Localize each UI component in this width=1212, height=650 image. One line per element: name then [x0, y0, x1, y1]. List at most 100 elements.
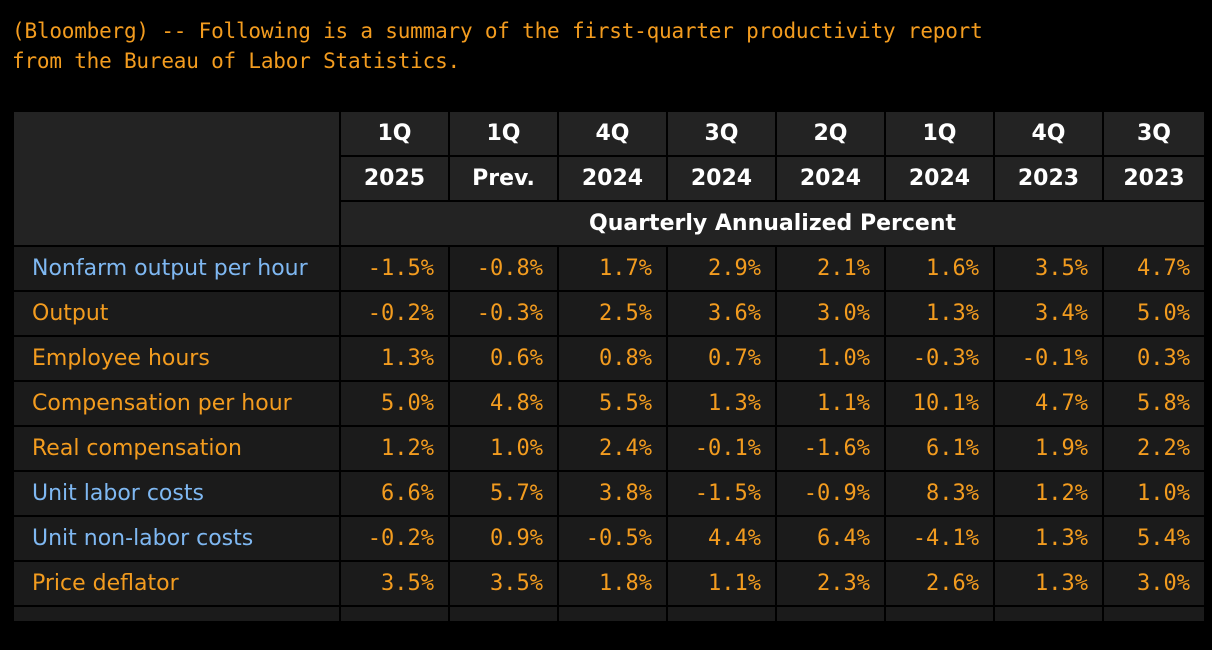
intro-line-2: from the Bureau of Labor Statistics.	[12, 49, 460, 73]
value-cell: 2.4%	[557, 425, 668, 472]
value-cell: 3.8%	[557, 470, 668, 517]
row-label: Price deflator	[12, 560, 341, 607]
table-row: Output -0.2% -0.3% 2.5% 3.6% 3.0% 1.3% 3.4% 5.0%	[12, 290, 1206, 337]
value-cell: -1.5%	[339, 245, 450, 292]
productivity-table: 1Q 1Q 4Q 3Q 2Q 1Q 4Q 3Q 2025 Prev. 2024 …	[12, 110, 1206, 623]
table-row: Price deflator 3.5% 3.5% 1.8% 1.1% 2.3% 2.6% 1.…	[12, 560, 1206, 607]
value-cell: 10.1%	[884, 380, 995, 427]
value-cell: -0.5%	[557, 515, 668, 562]
table-row: Unit non-labor costs -0.2% 0.9% -0.5% 4.4% 6.…	[12, 515, 1206, 562]
value-cell: -0.2%	[339, 515, 450, 562]
row-label: Nonfarm output per hour	[12, 245, 341, 292]
header-quarter: 1Q	[339, 110, 450, 157]
header-quarter: 1Q	[448, 110, 559, 157]
value-cell: 3.5%	[993, 245, 1104, 292]
value-cell: 3.0%	[1102, 560, 1206, 607]
value-cell: -1.6%	[775, 425, 886, 472]
header-quarter: 3Q	[1102, 110, 1206, 157]
header-year: 2024	[557, 155, 668, 202]
empty-cell	[1102, 605, 1206, 623]
value-cell: 0.8%	[557, 335, 668, 382]
row-label: Output	[12, 290, 341, 337]
value-cell: 5.0%	[1102, 290, 1206, 337]
value-cell: 2.6%	[884, 560, 995, 607]
row-label: Employee hours	[12, 335, 341, 382]
value-cell: -0.8%	[448, 245, 559, 292]
value-cell: 1.1%	[666, 560, 777, 607]
value-cell: -0.1%	[666, 425, 777, 472]
value-cell: 3.0%	[775, 290, 886, 337]
value-cell: 0.3%	[1102, 335, 1206, 382]
value-cell: 3.6%	[666, 290, 777, 337]
value-cell: 1.7%	[557, 245, 668, 292]
table-body: Nonfarm output per hour -1.5% -0.8% 1.7% 2.9…	[12, 245, 1206, 623]
value-cell: 1.0%	[448, 425, 559, 472]
value-cell: 6.4%	[775, 515, 886, 562]
value-cell: 1.3%	[339, 335, 450, 382]
header-row-unit: Quarterly Annualized Percent	[13, 200, 1206, 247]
table-row: Nonfarm output per hour -1.5% -0.8% 1.7% 2.9…	[12, 245, 1206, 292]
value-cell: -0.1%	[993, 335, 1104, 382]
value-cell: 5.8%	[1102, 380, 1206, 427]
header-year: Prev.	[448, 155, 559, 202]
value-cell: 1.6%	[884, 245, 995, 292]
value-cell: 6.1%	[884, 425, 995, 472]
value-cell: -0.3%	[448, 290, 559, 337]
empty-cell	[448, 605, 559, 623]
value-cell: 3.5%	[339, 560, 450, 607]
empty-cell	[339, 605, 450, 623]
value-cell: 4.4%	[666, 515, 777, 562]
empty-cell	[993, 605, 1104, 623]
value-cell: 4.8%	[448, 380, 559, 427]
header-year: 2023	[993, 155, 1104, 202]
header-corner	[12, 110, 341, 247]
value-cell: 0.7%	[666, 335, 777, 382]
table-row: Real compensation 1.2% 1.0% 2.4% -0.1% -1.6% 6…	[12, 425, 1206, 472]
value-cell: 1.8%	[557, 560, 668, 607]
value-cell: 1.2%	[993, 470, 1104, 517]
table-row: Employee hours 1.3% 0.6% 0.8% 0.7% 1.0% -0.3% -…	[12, 335, 1206, 382]
table-row: Unit labor costs 6.6% 5.7% 3.8% -1.5% -0.9% 8.…	[12, 470, 1206, 517]
header-row-year: 2025 Prev. 2024 2024 2024 2024 2023 2023	[13, 155, 1206, 202]
value-cell: 1.9%	[993, 425, 1104, 472]
value-cell: 2.3%	[775, 560, 886, 607]
table-row-cutoff	[12, 605, 1206, 623]
productivity-table-container: 1Q 1Q 4Q 3Q 2Q 1Q 4Q 3Q 2025 Prev. 2024 …	[12, 110, 1206, 650]
row-label: Unit non-labor costs	[12, 515, 341, 562]
value-cell: -0.3%	[884, 335, 995, 382]
value-cell: 2.5%	[557, 290, 668, 337]
value-cell: 1.0%	[775, 335, 886, 382]
header-year: 2024	[775, 155, 886, 202]
empty-cell	[557, 605, 668, 623]
unit-label: Quarterly Annualized Percent	[339, 200, 1206, 247]
value-cell: 3.4%	[993, 290, 1104, 337]
value-cell: 2.2%	[1102, 425, 1206, 472]
header-year: 2024	[884, 155, 995, 202]
header-year: 2023	[1102, 155, 1206, 202]
value-cell: 2.1%	[775, 245, 886, 292]
value-cell: 1.1%	[775, 380, 886, 427]
header-quarter: 4Q	[557, 110, 668, 157]
empty-cell	[666, 605, 777, 623]
empty-cell	[775, 605, 886, 623]
value-cell: 3.5%	[448, 560, 559, 607]
article-intro: (Bloomberg) -- Following is a summary of…	[12, 16, 1012, 76]
value-cell: 0.6%	[448, 335, 559, 382]
value-cell: -4.1%	[884, 515, 995, 562]
header-quarter: 1Q	[884, 110, 995, 157]
empty-cell	[12, 605, 341, 623]
value-cell: 5.0%	[339, 380, 450, 427]
value-cell: -0.2%	[339, 290, 450, 337]
value-cell: 1.3%	[884, 290, 995, 337]
value-cell: 1.3%	[666, 380, 777, 427]
value-cell: 1.3%	[993, 515, 1104, 562]
header-year: 2025	[339, 155, 450, 202]
empty-cell	[884, 605, 995, 623]
value-cell: 1.0%	[1102, 470, 1206, 517]
value-cell: 5.4%	[1102, 515, 1206, 562]
value-cell: -0.9%	[775, 470, 886, 517]
value-cell: 5.5%	[557, 380, 668, 427]
header-year: 2024	[666, 155, 777, 202]
header-quarter: 3Q	[666, 110, 777, 157]
table-row: Compensation per hour 5.0% 4.8% 5.5% 1.3% 1.1…	[12, 380, 1206, 427]
